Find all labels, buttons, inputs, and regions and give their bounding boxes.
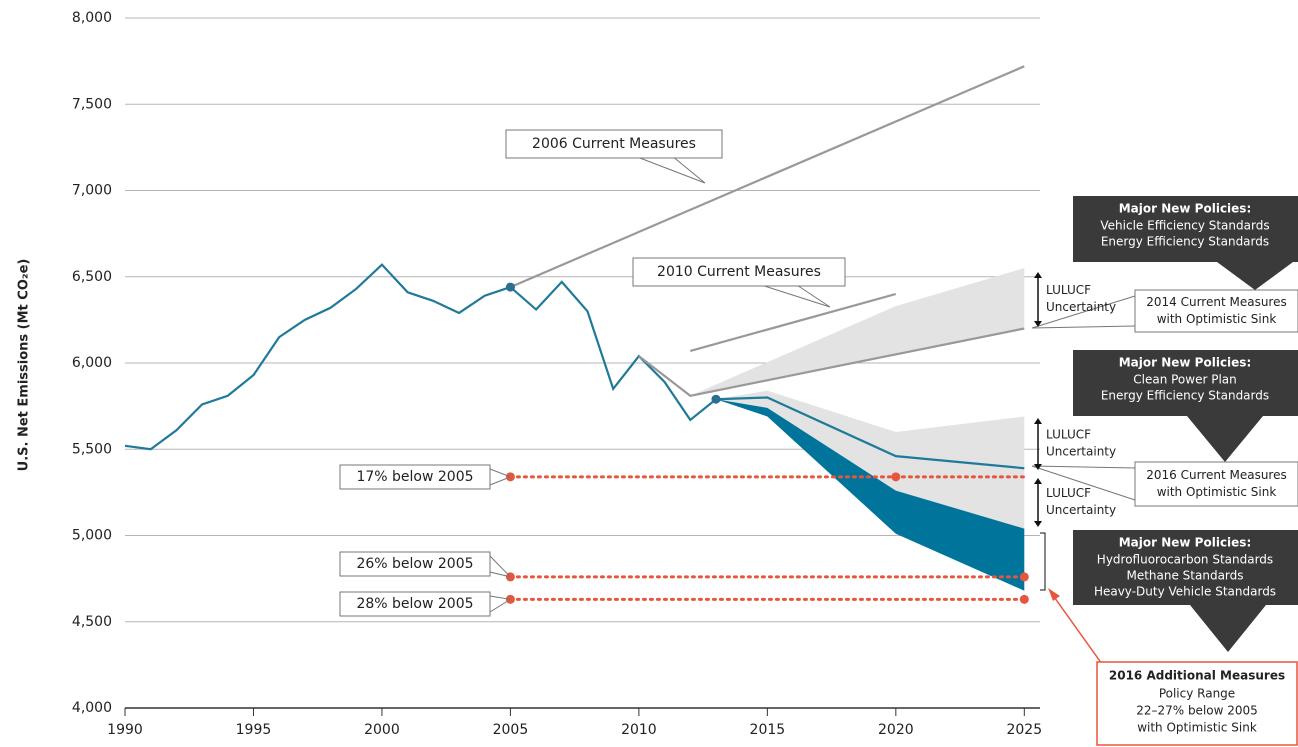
- callout-text: 2014 Current Measures: [1146, 295, 1287, 309]
- policy-box: [1073, 350, 1298, 416]
- band: [715, 399, 1025, 591]
- uncertainty-text: LULUCF: [1046, 428, 1091, 442]
- leader: [1031, 295, 1136, 329]
- target-dot: [891, 472, 901, 482]
- series-line: [715, 396, 1025, 470]
- x-tick-label: 2015: [750, 722, 786, 738]
- additional-text: Policy Range: [1159, 687, 1235, 701]
- callout-box: [505, 129, 723, 159]
- policy-text: Heavy-Duty Vehicle Standards: [1094, 585, 1276, 599]
- leader: [489, 595, 511, 600]
- band: [715, 390, 1025, 529]
- arrow-head: [1048, 588, 1060, 601]
- y-axis-label: U.S. Net Emissions (Mt CO₂e): [17, 259, 32, 472]
- leader: [489, 598, 511, 613]
- leader: [639, 157, 706, 184]
- pointer: [1190, 605, 1266, 652]
- y-tick-label: 7,000: [72, 183, 112, 199]
- target-label: 26% below 2005: [356, 556, 473, 572]
- leader: [1031, 465, 1136, 501]
- uncertainty-text: Uncertainty: [1046, 503, 1116, 517]
- y-tick-label: 7,500: [72, 96, 112, 112]
- callout-box: [1134, 461, 1298, 507]
- point: [505, 282, 515, 292]
- arrow-head: [1034, 464, 1042, 470]
- target-label: 17% below 2005: [356, 469, 473, 485]
- pointer: [1187, 416, 1263, 462]
- callout-text: 2010 Current Measures: [657, 264, 821, 280]
- arrow-head: [1034, 321, 1042, 327]
- band: [690, 268, 1025, 396]
- additional-text: 22–27% below 2005: [1136, 704, 1258, 718]
- series-line: [509, 65, 1025, 289]
- series-line: [124, 263, 717, 451]
- x-tick-label: 1990: [107, 722, 143, 738]
- policy-text: Methane Standards: [1126, 569, 1243, 583]
- policy-text: Vehicle Efficiency Standards: [1100, 219, 1269, 233]
- y-tick-label: 6,000: [72, 355, 112, 371]
- policy-text: Energy Efficiency Standards: [1101, 235, 1269, 249]
- policy-title: Major New Policies:: [1119, 536, 1252, 550]
- arrow-head: [1034, 418, 1042, 424]
- policy-title: Major New Policies:: [1119, 356, 1252, 370]
- uncertainty-text: Uncertainty: [1046, 445, 1116, 459]
- callout-text: with Optimistic Sink: [1157, 485, 1277, 499]
- point: [711, 394, 721, 404]
- additional-box: [1096, 661, 1298, 746]
- red-arrow: [1051, 593, 1103, 665]
- leader: [764, 285, 831, 308]
- x-tick-label: 2000: [364, 722, 400, 738]
- callout-box: [339, 464, 491, 490]
- callout-text: 2006 Current Measures: [532, 136, 696, 152]
- x-tick-label: 2010: [621, 722, 657, 738]
- additional-title: 2016 Additional Measures: [1109, 669, 1285, 683]
- callout-text: with Optimistic Sink: [1157, 312, 1277, 326]
- y-tick-label: 4,500: [72, 614, 112, 630]
- callout-text: 2016 Current Measures: [1146, 468, 1287, 482]
- policy-text: Hydrofluorocarbon Standards: [1097, 553, 1273, 567]
- pointer: [1217, 262, 1293, 290]
- callout-box: [1134, 289, 1298, 333]
- y-tick-label: 4,000: [72, 700, 112, 716]
- callout-box: [339, 551, 491, 577]
- bracket: [1040, 532, 1046, 591]
- uncertainty-text: LULUCF: [1046, 486, 1091, 500]
- y-tick-label: 8,000: [72, 10, 112, 26]
- arrow-head: [1034, 478, 1042, 484]
- policy-title: Major New Policies:: [1119, 202, 1252, 216]
- arrow-head: [1034, 272, 1042, 278]
- series-line: [638, 327, 1025, 397]
- y-tick-label: 5,000: [72, 528, 112, 544]
- callout-box: [339, 591, 491, 617]
- uncertainty-text: Uncertainty: [1046, 300, 1116, 314]
- policy-text: Clean Power Plan: [1133, 373, 1237, 387]
- additional-text: with Optimistic Sink: [1137, 721, 1257, 735]
- x-tick-label: 2020: [878, 722, 914, 738]
- y-tick-label: 5,500: [72, 441, 112, 457]
- leader: [489, 571, 511, 578]
- x-tick-label: 2005: [493, 722, 529, 738]
- policy-text: Energy Efficiency Standards: [1101, 389, 1269, 403]
- leader: [489, 468, 511, 478]
- policy-box: [1073, 530, 1298, 605]
- target-dot: [1019, 594, 1029, 604]
- uncertainty-text: LULUCF: [1046, 283, 1091, 297]
- callout-box: [632, 257, 846, 287]
- policy-box: [1073, 196, 1298, 262]
- leader: [489, 555, 511, 578]
- leader: [489, 476, 511, 486]
- x-tick-label: 1995: [236, 722, 272, 738]
- series-line: [689, 292, 897, 352]
- target-dot: [1019, 572, 1029, 582]
- target-label: 28% below 2005: [356, 596, 473, 612]
- x-tick-label: 2025: [1006, 722, 1042, 738]
- y-tick-label: 6,500: [72, 269, 112, 285]
- arrow-head: [1034, 521, 1042, 527]
